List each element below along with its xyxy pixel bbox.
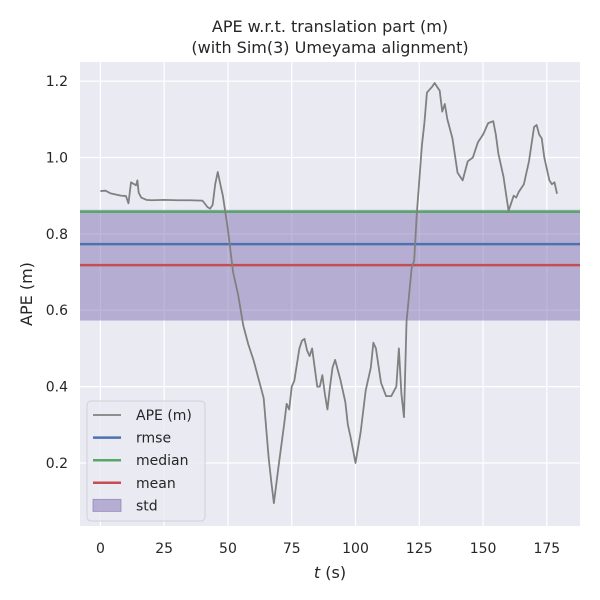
legend: APE (m) rmse median mean std bbox=[86, 400, 206, 522]
series-layer bbox=[100, 82, 558, 504]
x-axis-label: t (s) bbox=[314, 563, 346, 582]
x-tick-label: 0 bbox=[96, 541, 105, 557]
y-axis-label: APE (m) bbox=[17, 262, 36, 326]
legend-label: std bbox=[136, 498, 158, 514]
y-tick-label: 0.8 bbox=[46, 227, 68, 243]
y-tick-label: 0.6 bbox=[46, 303, 68, 319]
y-tick-label: 0.4 bbox=[46, 380, 68, 396]
x-tick-label: 50 bbox=[219, 541, 237, 557]
chart-title-line-2: (with Sim(3) Umeyama alignment) bbox=[191, 38, 468, 57]
y-tick-label: 1.2 bbox=[46, 74, 68, 90]
x-tick-labels: 0 25 50 75 100 125 150 175 bbox=[96, 541, 560, 557]
stat-lines bbox=[80, 210, 580, 267]
legend-swatch-std bbox=[92, 498, 122, 512]
legend-box bbox=[86, 400, 206, 522]
legend-label: rmse bbox=[136, 431, 171, 447]
x-tick-label: 25 bbox=[155, 541, 173, 557]
y-tick-label: 0.2 bbox=[46, 456, 68, 472]
y-tick-labels: 0.2 0.4 0.6 0.8 1.0 1.2 bbox=[46, 74, 68, 472]
x-tick-label: 175 bbox=[533, 541, 560, 557]
x-tick-label: 150 bbox=[470, 541, 497, 557]
legend-label: median bbox=[136, 453, 188, 469]
x-axis-label-unit: (s) bbox=[320, 563, 346, 582]
x-tick-label: 125 bbox=[406, 541, 433, 557]
x-axis-label-variable: t bbox=[314, 563, 321, 582]
legend-label: mean bbox=[136, 476, 176, 492]
legend-label: APE (m) bbox=[136, 408, 192, 424]
y-tick-label: 1.0 bbox=[46, 150, 68, 166]
chart-title-line-1: APE w.r.t. translation part (m) bbox=[212, 17, 448, 36]
ape-series-line bbox=[100, 82, 558, 504]
x-tick-label: 75 bbox=[283, 541, 301, 557]
x-tick-label: 100 bbox=[342, 541, 369, 557]
